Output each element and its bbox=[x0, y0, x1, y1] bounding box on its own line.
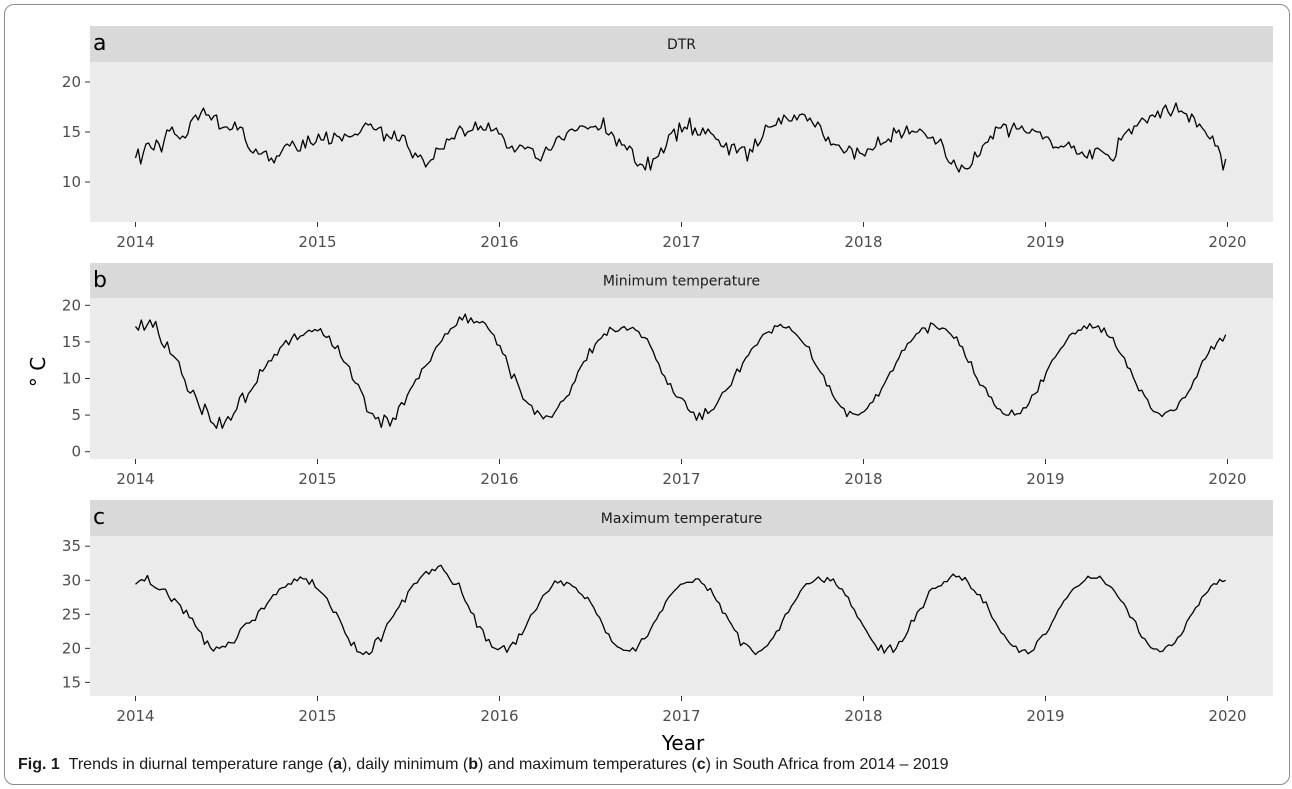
series-line bbox=[134, 313, 1227, 429]
x-tick-label: 2020 bbox=[1208, 470, 1246, 488]
series-line bbox=[134, 102, 1227, 173]
x-tick-label: 2017 bbox=[662, 707, 700, 725]
x-tick-label: 2018 bbox=[844, 233, 882, 251]
x-tick-label: 2020 bbox=[1208, 233, 1246, 251]
plot-area bbox=[90, 62, 1273, 222]
caption-text: Trends in diurnal temperature range (a),… bbox=[69, 756, 949, 773]
panel-b: b Minimum temperature 0 5 10 15 20 2014 2015 2016… bbox=[62, 263, 1273, 488]
x-tick-label: 2017 bbox=[662, 470, 700, 488]
facet-title: Minimum temperature bbox=[603, 274, 760, 290]
y-tick-label: 20 bbox=[62, 639, 81, 657]
x-tick-label: 2018 bbox=[844, 470, 882, 488]
x-tick-label: 2019 bbox=[1026, 707, 1064, 725]
x-tick-label: 2016 bbox=[480, 233, 518, 251]
y-tick-label: 5 bbox=[71, 406, 81, 424]
x-tick-label: 2016 bbox=[480, 707, 518, 725]
x-tick-label: 2017 bbox=[662, 233, 700, 251]
y-tick-label: 10 bbox=[62, 370, 81, 388]
caption-text-part: Trends in diurnal temperature range ( bbox=[68, 756, 334, 773]
panel-letter: a bbox=[93, 31, 106, 56]
figure-caption: Fig. 1 Trends in diurnal temperature ran… bbox=[18, 756, 948, 774]
caption-text-part: ) and maximum temperatures ( bbox=[478, 756, 697, 773]
panel-c: c Maximum temperature 15 20 25 30 35 2014 2015 20… bbox=[62, 500, 1273, 725]
y-tick-label: 25 bbox=[62, 605, 81, 623]
x-axis-title: Year bbox=[661, 731, 705, 755]
caption-panel-ref: c bbox=[696, 756, 706, 773]
y-tick-label: 30 bbox=[62, 571, 81, 589]
caption-text-part: ), daily minimum ( bbox=[342, 756, 469, 773]
caption-label: Fig. 1 bbox=[18, 756, 60, 773]
panel-letter: c bbox=[93, 505, 105, 530]
x-tick-label: 2018 bbox=[844, 707, 882, 725]
x-tick-label: 2014 bbox=[116, 233, 154, 251]
x-tick-label: 2014 bbox=[116, 707, 154, 725]
series-line bbox=[135, 564, 1226, 656]
x-tick-label: 2015 bbox=[298, 470, 336, 488]
facet-strip bbox=[90, 500, 1273, 536]
y-axis-title: ° C bbox=[26, 357, 50, 387]
x-tick-label: 2019 bbox=[1026, 233, 1064, 251]
figure-frame bbox=[4, 4, 1290, 785]
panel-a: a DTR 10 15 20 2014 2015 2016 2017 2018 2019 2020 bbox=[62, 26, 1273, 251]
facet-title: DTR bbox=[667, 37, 696, 53]
facet-strip bbox=[90, 263, 1273, 298]
panel-letter: b bbox=[93, 268, 107, 293]
y-tick-label: 20 bbox=[62, 296, 81, 314]
x-tick-label: 2015 bbox=[298, 233, 336, 251]
y-tick-label: 15 bbox=[62, 333, 81, 351]
x-tick-label: 2015 bbox=[298, 707, 336, 725]
y-tick-label: 10 bbox=[62, 173, 81, 191]
y-tick-label: 15 bbox=[62, 123, 81, 141]
y-tick-label: 20 bbox=[62, 73, 81, 91]
plot-area bbox=[90, 298, 1273, 459]
y-tick-label: 0 bbox=[71, 443, 81, 461]
y-tick-label: 15 bbox=[62, 673, 81, 691]
facet-strip bbox=[90, 26, 1273, 62]
caption-text-part: ) in South Africa from 2014 – 2019 bbox=[705, 756, 949, 773]
plot-area bbox=[90, 536, 1273, 696]
y-tick-label: 35 bbox=[62, 537, 81, 555]
x-tick-label: 2016 bbox=[480, 470, 518, 488]
x-tick-label: 2014 bbox=[116, 470, 154, 488]
caption-panel-ref: b bbox=[468, 756, 479, 773]
x-tick-label: 2020 bbox=[1208, 707, 1246, 725]
facet-title: Maximum temperature bbox=[601, 511, 762, 527]
caption-panel-ref: a bbox=[333, 756, 343, 773]
x-tick-label: 2019 bbox=[1026, 470, 1064, 488]
